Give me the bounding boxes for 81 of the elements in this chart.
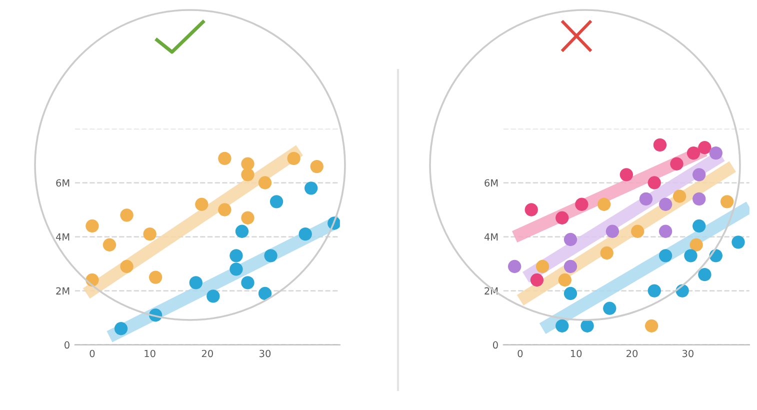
point <box>235 224 249 238</box>
point <box>648 176 661 190</box>
point <box>120 208 134 222</box>
point <box>530 273 544 287</box>
point <box>620 168 634 182</box>
point <box>298 227 312 241</box>
point <box>564 286 578 300</box>
point <box>241 276 254 290</box>
point <box>692 168 706 182</box>
y-tick-label: 6M <box>56 179 70 187</box>
point <box>658 198 672 211</box>
point <box>102 238 116 252</box>
point <box>631 224 644 238</box>
point <box>120 260 134 274</box>
point <box>508 260 522 274</box>
x-tick-label: 30 <box>682 350 694 358</box>
point <box>556 319 569 332</box>
point <box>524 203 538 216</box>
point <box>258 286 272 300</box>
point <box>575 198 588 211</box>
point <box>658 224 672 238</box>
point <box>241 168 254 182</box>
y-tick-label: 2M <box>56 287 70 294</box>
point <box>720 195 734 208</box>
point <box>148 270 162 284</box>
point <box>658 249 672 262</box>
point <box>241 211 254 224</box>
point <box>536 260 550 274</box>
point <box>686 146 700 160</box>
x-tick-label: 0 <box>90 350 95 358</box>
point <box>670 157 684 170</box>
x-tick-label: 10 <box>144 350 156 358</box>
x-tick-label: 0 <box>518 350 523 358</box>
point <box>639 192 653 206</box>
point <box>597 198 611 211</box>
x-tick-label: 30 <box>260 350 271 358</box>
y-tick-label: 0 <box>64 341 70 349</box>
point <box>732 236 745 249</box>
point <box>206 290 220 303</box>
point <box>264 249 278 262</box>
point <box>270 195 284 208</box>
point <box>287 152 300 166</box>
point <box>672 190 686 203</box>
point <box>692 219 706 233</box>
point <box>558 273 572 287</box>
point <box>644 319 658 332</box>
point <box>258 176 272 190</box>
point <box>230 262 243 276</box>
point <box>698 141 712 154</box>
point <box>304 182 318 195</box>
x-tick-label: 20 <box>202 350 213 358</box>
point <box>653 138 667 152</box>
point <box>564 232 578 246</box>
point <box>690 238 703 252</box>
point <box>310 160 324 174</box>
x-tick-label: 10 <box>570 350 582 358</box>
y-tick-label: 0 <box>493 341 498 349</box>
y-tick-label: 6M <box>484 179 498 187</box>
point <box>241 157 254 170</box>
point <box>218 152 232 166</box>
point <box>606 224 620 238</box>
point <box>189 276 202 290</box>
x-tick-label: 20 <box>626 350 638 358</box>
point <box>698 268 712 282</box>
point <box>648 284 661 298</box>
point <box>692 192 706 206</box>
point <box>218 203 232 216</box>
point <box>86 219 99 233</box>
point <box>603 302 616 315</box>
y-tick-label: 4M <box>484 233 498 240</box>
point <box>580 319 594 332</box>
point <box>709 146 722 160</box>
y-tick-label: 4M <box>56 233 70 240</box>
point <box>564 260 578 274</box>
point <box>195 198 208 211</box>
point <box>684 249 698 262</box>
point <box>230 249 243 262</box>
point <box>600 246 614 260</box>
point <box>114 322 128 336</box>
point <box>143 227 156 241</box>
point <box>556 211 569 224</box>
